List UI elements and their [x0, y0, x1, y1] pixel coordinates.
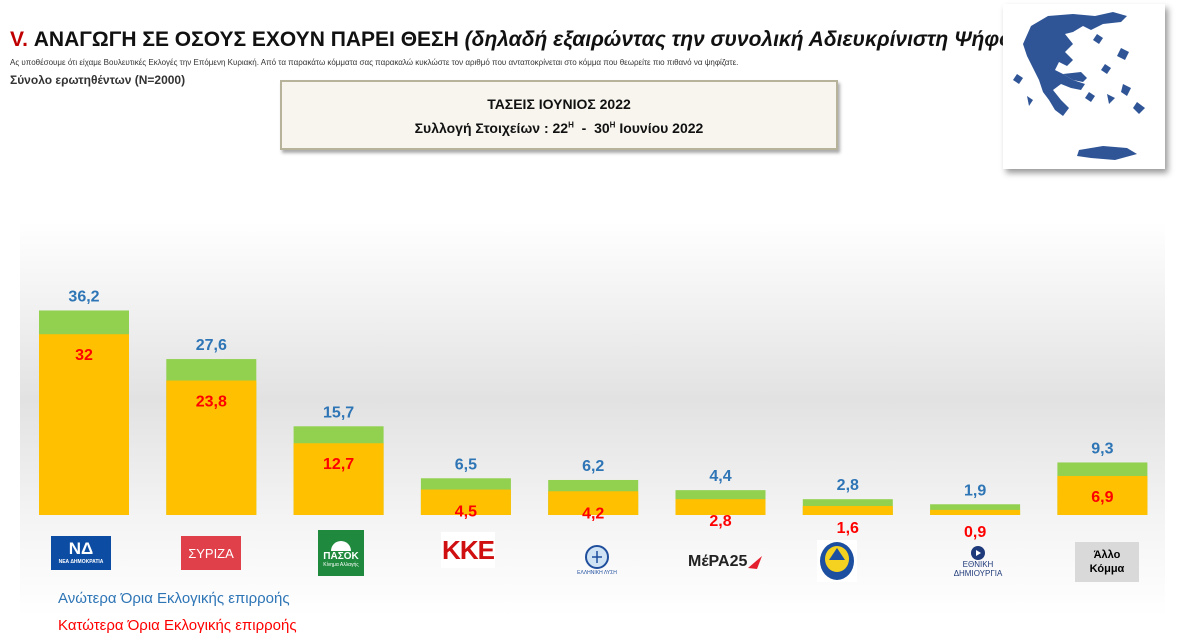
label-lower-3: 4,5 — [455, 504, 477, 521]
logo-ethniki-text2: ΔΗΜΙΟΥΡΓΙΑ — [953, 569, 1003, 578]
label-upper-1: 27,6 — [196, 337, 227, 354]
legend-upper-limit: Ανώτερα Όρια Εκλογικής επιρροής — [58, 590, 290, 607]
bar-lower-4 — [548, 491, 639, 515]
legend-lower-limit: Κατώτερα Όρια Εκλογικής επιρροής — [58, 617, 297, 634]
logo-kke-text: ΚΚΕ — [442, 534, 495, 565]
label-lower-7: 0,9 — [964, 524, 986, 541]
logo-ethniki-dimiourgia: ΕΘΝΙΚΗ ΔΗΜΙΟΥΡΓΙΑ — [946, 540, 1010, 584]
logo-nd-text: ΝΔ — [68, 539, 94, 558]
greece-map — [1003, 4, 1165, 169]
label-lower-0: 32 — [75, 347, 93, 364]
logo-pasok-text: ΠΑΣΟΚ — [323, 551, 359, 562]
logo-nd: ΝΔ ΝΕΑ ΔΗΜΟΚΡΑΤΙΑ — [51, 536, 111, 570]
mera25-arrow-icon — [748, 556, 763, 569]
logo-ethniki-text1: ΕΘΝΙΚΗ — [962, 560, 994, 569]
chart-title: V. ΑΝΑΓΩΓΗ ΣΕ ΟΣΟΥΣ ΕΧΟΥΝ ΠΑΡΕΙ ΘΕΣΗ (δη… — [10, 28, 1019, 52]
label-lower-2: 12,7 — [323, 456, 354, 473]
label-upper-3: 6,5 — [455, 456, 477, 473]
logo-syriza-text: ΣΥΡΙΖΑ — [188, 545, 234, 561]
logo-mera25: ΜέΡΑ25 — [688, 545, 764, 579]
bar-lower-6 — [802, 505, 893, 515]
label-upper-7: 1,9 — [964, 482, 986, 499]
logo-pasok: ΠΑΣΟΚ Κίνημα Αλλαγής — [318, 530, 364, 576]
bar-lower-2 — [293, 443, 384, 515]
logo-nd-small: ΝΕΑ ΔΗΜΟΚΡΑΤΙΑ — [58, 559, 104, 565]
survey-dates: Συλλογή Στοιχείων : 22Η - 30Η Ιουνίου 20… — [414, 120, 704, 136]
label-lower-4: 4,2 — [582, 505, 604, 522]
title-main: ΑΝΑΓΩΓΗ ΣΕ ΟΣΟΥΣ ΕΧΟΥΝ ΠΑΡΕΙ ΘΕΣΗ — [33, 28, 459, 51]
logo-niki — [817, 540, 857, 582]
bar-lower-5 — [675, 499, 766, 515]
label-upper-5: 4,4 — [709, 468, 731, 485]
survey-info-box: ΤΑΣΕΙΣ ΙΟΥΝΙΟΣ 2022 Συλλογή Στοιχείων : … — [280, 80, 838, 150]
label-upper-4: 6,2 — [582, 458, 604, 475]
label-upper-0: 36,2 — [68, 288, 99, 305]
logo-lysi-text: ΕΛΛΗΝΙΚΗ ΛΥΣΗ — [577, 570, 617, 576]
logo-elliniki-lysi: ΕΛΛΗΝΙΚΗ ΛΥΣΗ — [570, 536, 624, 584]
sample-size: Σύνολο ερωτηθέντων (N=2000) — [10, 73, 186, 87]
logo-allo-komma: Άλλο Κόμμα — [1075, 542, 1139, 582]
bar-lower-0 — [39, 334, 129, 515]
title-sub: (δηλαδή εξαιρώντας την συνολική Αδιευκρί… — [464, 28, 1019, 51]
niki-emblem-icon — [820, 542, 854, 580]
label-lower-5: 2,8 — [709, 513, 731, 530]
ethniki-emblem-icon — [971, 546, 985, 560]
label-lower-6: 1,6 — [837, 520, 859, 537]
label-lower-1: 23,8 — [196, 394, 227, 411]
logo-kke: ΚΚΕ — [441, 532, 495, 568]
logo-pasok-small: Κίνημα Αλλαγής — [323, 562, 359, 568]
bar-lower-3 — [420, 489, 511, 515]
label-lower-8: 6,9 — [1091, 489, 1113, 506]
logo-allo-text2: Κόμμα — [1089, 563, 1125, 575]
lysi-emblem-icon — [585, 545, 609, 569]
logo-syriza: ΣΥΡΙΖΑ — [181, 536, 241, 570]
bar-lower-1 — [166, 380, 257, 515]
logo-allo-text1: Άλλο — [1093, 549, 1121, 561]
question-note: Ας υποθέσουμε ότι είχαμε Βουλευτικές Εκλ… — [10, 58, 739, 67]
label-upper-2: 15,7 — [323, 404, 354, 421]
section-number: V. — [10, 28, 28, 51]
label-upper-6: 2,8 — [837, 477, 859, 494]
greece-map-icon — [1013, 12, 1145, 160]
bar-lower-8 — [1057, 476, 1148, 515]
label-upper-8: 9,3 — [1091, 440, 1113, 457]
bar-lower-7 — [930, 509, 1021, 515]
logo-mera25-text: ΜέΡΑ25 — [688, 553, 748, 570]
survey-title: ΤΑΣΕΙΣ ΙΟΥΝΙΟΣ 2022 — [487, 96, 631, 112]
sun-icon — [331, 541, 351, 551]
bar-upper-7 — [930, 504, 1021, 515]
